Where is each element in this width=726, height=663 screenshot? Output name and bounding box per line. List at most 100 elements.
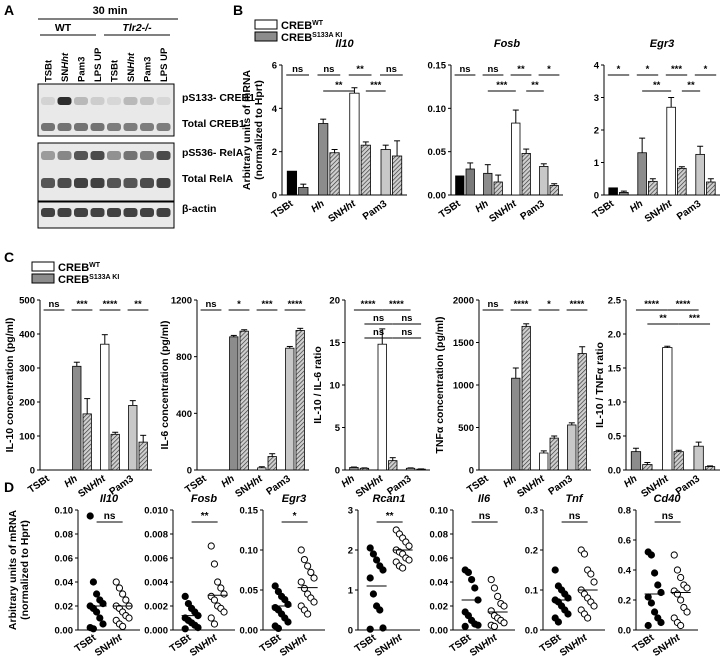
y-axis-label-c: TNFα concentration (pg/ml) — [434, 316, 446, 453]
data-point — [677, 596, 685, 604]
blot-band — [57, 123, 72, 131]
tick-label: SNHht — [233, 473, 265, 500]
legend-c-wt-label: CREBWT — [58, 262, 101, 274]
blot-band — [74, 97, 88, 105]
blot-band — [156, 123, 171, 131]
y-tick-label: 0.2 — [525, 546, 538, 557]
chart-title: Rcan1 — [372, 493, 405, 505]
blot-band — [74, 123, 88, 131]
blot-band — [156, 151, 171, 160]
y-tick-label: 1500 — [453, 338, 474, 349]
data-point — [93, 590, 101, 598]
blot-time-label: 30 min — [93, 5, 128, 17]
bar — [648, 180, 658, 196]
y-tick-label: 0.04 — [430, 578, 449, 589]
bar — [704, 466, 716, 471]
bar — [298, 187, 309, 196]
blot-band — [57, 208, 72, 217]
legend-c-wt-swatch — [31, 261, 55, 272]
data-point — [307, 568, 315, 577]
lane-label: LPS UP — [93, 47, 104, 82]
data-point — [89, 578, 98, 586]
y-tick-label: 0.00 — [430, 626, 449, 637]
bar — [662, 347, 673, 471]
tick-label: SNHht — [278, 632, 310, 659]
y-tick-label: 0.008 — [144, 530, 168, 541]
data-point — [677, 621, 685, 630]
bar — [359, 467, 370, 471]
y-tick-label: 0.02 — [55, 602, 74, 613]
y-tick-label: 0.06 — [430, 554, 449, 565]
y-tick-label: 0 — [469, 466, 474, 477]
sig-label: ns — [459, 64, 470, 75]
blot-band — [90, 123, 105, 131]
y-tick-label: 0.10 — [430, 506, 449, 517]
blot-label: pS133- CREB1 — [182, 92, 255, 104]
y-tick-label: 0.08 — [430, 530, 449, 541]
bar — [567, 424, 577, 471]
data-point — [207, 614, 215, 622]
y-tick-label: 100 — [19, 432, 35, 443]
y-tick-label: 0.10 — [240, 546, 259, 557]
y-axis-label-c: IL-6 concentration (pg/ml) — [159, 321, 171, 450]
lane-label: LPS UP — [159, 47, 170, 82]
data-point — [670, 551, 678, 559]
y-tick-label: 300 — [19, 364, 35, 375]
y-tick-label: 4 — [594, 61, 600, 72]
y-tick-label: 800 — [176, 352, 192, 363]
blot-band — [41, 123, 55, 131]
data-point — [405, 556, 413, 564]
bar — [483, 172, 493, 196]
bar — [405, 467, 416, 471]
bar — [380, 149, 391, 196]
bracket-label: *** — [370, 80, 381, 91]
y-tick-label: 2.5 — [608, 296, 622, 307]
data-point — [369, 590, 377, 598]
sig-label: *** — [261, 299, 272, 310]
bar — [388, 460, 398, 471]
blot-band — [156, 178, 171, 188]
y-tick-label: 2 — [348, 546, 353, 557]
sig-label: * — [704, 64, 708, 75]
sig-label: ** — [134, 299, 142, 310]
bar — [318, 123, 329, 196]
bar — [138, 441, 148, 471]
sig-label: * — [547, 299, 551, 310]
blot-band — [57, 151, 72, 160]
blot-band — [57, 178, 72, 188]
y-tick-label: 0.10 — [55, 506, 74, 517]
y-tick-label: 0.05 — [428, 147, 447, 158]
bar — [511, 122, 521, 196]
legend-b-wt-label: CREBWT — [281, 20, 324, 32]
y-tick-label: 0.6 — [618, 536, 631, 547]
blot-band — [140, 151, 154, 160]
y-tick-label: 0.05 — [240, 586, 259, 597]
bar — [360, 144, 371, 196]
data-point — [310, 598, 318, 606]
data-point — [115, 584, 124, 592]
sig-label: * — [646, 64, 650, 75]
data-point — [366, 625, 374, 633]
data-point — [500, 602, 508, 610]
y-tick-label: 0 — [335, 466, 340, 477]
y-tick-label: 0.00 — [428, 191, 447, 202]
sig-label: * — [617, 64, 621, 75]
lane-label: SNHht — [126, 52, 137, 82]
blot-band — [140, 208, 154, 217]
tick-label: SNHht — [515, 473, 547, 500]
data-point — [297, 578, 305, 586]
bar — [577, 353, 587, 471]
tick-label: Hh — [62, 473, 79, 490]
data-point — [474, 621, 482, 629]
data-point — [379, 624, 387, 632]
legend-b-ki-swatch — [254, 31, 278, 42]
data-point — [644, 593, 652, 601]
bar — [455, 175, 465, 196]
y-tick-label: 1 — [348, 586, 354, 597]
sig-label: * — [547, 64, 551, 75]
y-axis-label-c: IL-10 / TNFα ratio — [594, 342, 606, 428]
y-tick-label: 400 — [19, 330, 35, 341]
y-tick-label: 1.5 — [608, 364, 622, 375]
